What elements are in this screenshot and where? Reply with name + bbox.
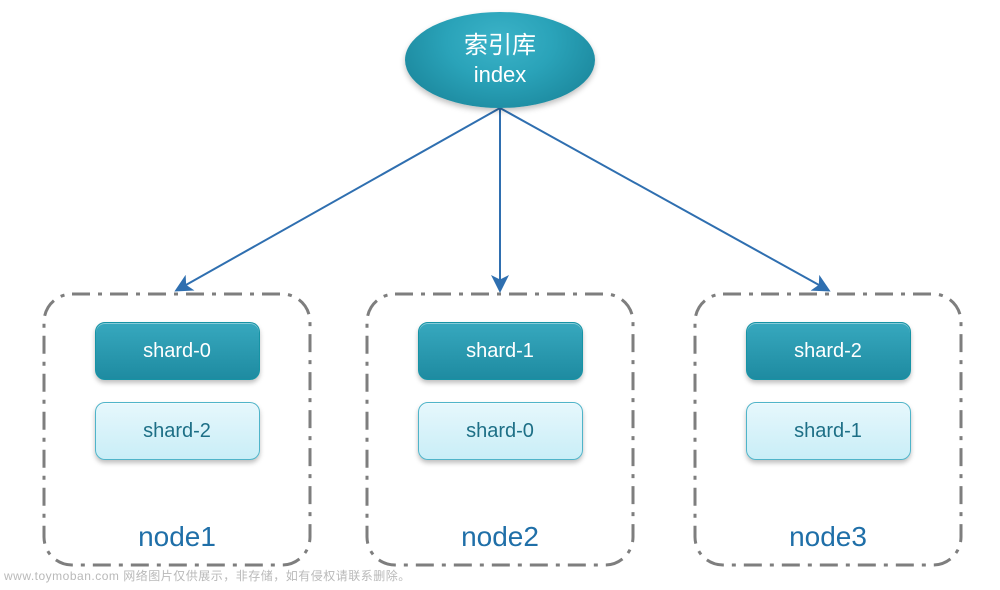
shard-label: shard-0 [466,420,534,443]
shard-replica: shard-2 [95,402,260,460]
arrow-group [177,108,828,290]
node-label: node3 [693,521,963,553]
node-label: node2 [365,521,635,553]
shard-label: shard-1 [466,340,534,363]
shard-label: shard-2 [794,340,862,363]
shard-primary: shard-1 [418,322,583,380]
node-label: node1 [42,521,312,553]
arrow-to-node3 [500,108,828,290]
shard-primary: shard-0 [95,322,260,380]
node-box-1: shard-0 shard-2 node1 [42,292,312,567]
node-box-2: shard-1 shard-0 node2 [365,292,635,567]
index-title-en: index [474,61,527,89]
watermark-text: www.toymoban.com 网络图片仅供展示，非存储，如有侵权请联系删除。 [4,567,411,584]
node-box-3: shard-2 shard-1 node3 [693,292,963,567]
shard-label: shard-1 [794,420,862,443]
index-root: 索引库 index [405,12,595,108]
arrow-to-node1 [177,108,500,290]
shard-replica: shard-0 [418,402,583,460]
diagram-canvas: 索引库 index shard-0 shard-2 node1 shard-1 … [0,0,1000,590]
shard-replica: shard-1 [746,402,911,460]
shard-label: shard-0 [143,340,211,363]
shard-label: shard-2 [143,420,211,443]
index-title-cn: 索引库 [464,31,536,61]
shard-primary: shard-2 [746,322,911,380]
